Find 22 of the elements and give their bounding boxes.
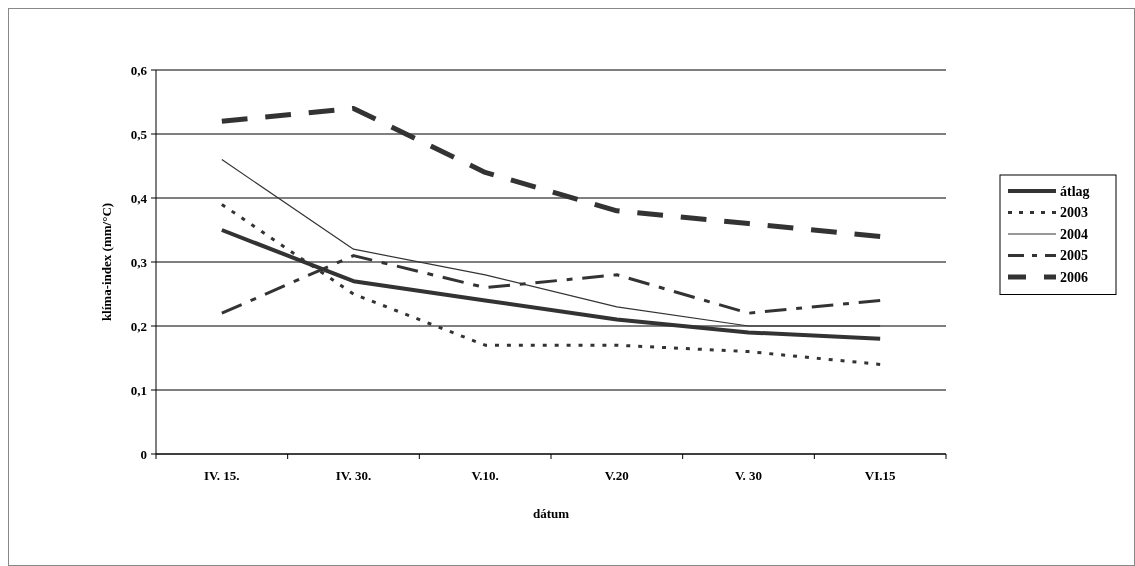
line-series bbox=[220, 202, 882, 366]
x-tick-label: VI.15 bbox=[864, 468, 897, 483]
y-tick-label: 0,4 bbox=[130, 190, 148, 206]
x-tick-label: IV. 30. bbox=[335, 468, 372, 483]
legend-label: átlag bbox=[1060, 183, 1090, 199]
y-tick-label: 0,5 bbox=[130, 126, 148, 142]
x-tick-label: IV. 15. bbox=[204, 468, 240, 483]
legend-label: 2005 bbox=[1060, 248, 1088, 264]
x-tick-label: V.20 bbox=[604, 468, 629, 483]
x-axis-title: dátum bbox=[532, 506, 570, 521]
legend-label: 2006 bbox=[1060, 269, 1088, 285]
y-tick-label: 0,6 bbox=[130, 62, 148, 78]
legend-label: 2004 bbox=[1060, 226, 1088, 242]
y-tick-label: 0,2 bbox=[130, 318, 147, 334]
legend-label: 2003 bbox=[1060, 205, 1088, 221]
x-tick-label: V. 30 bbox=[734, 468, 763, 483]
y-axis-title: klíma-index (mm/°C) bbox=[99, 202, 114, 322]
y-tick-label: 0,3 bbox=[130, 254, 148, 270]
x-tick-label: V.10. bbox=[471, 468, 499, 483]
y-tick-label: 0 bbox=[140, 446, 147, 462]
y-tick-label: 0,1 bbox=[130, 382, 147, 398]
line-series bbox=[221, 159, 881, 327]
